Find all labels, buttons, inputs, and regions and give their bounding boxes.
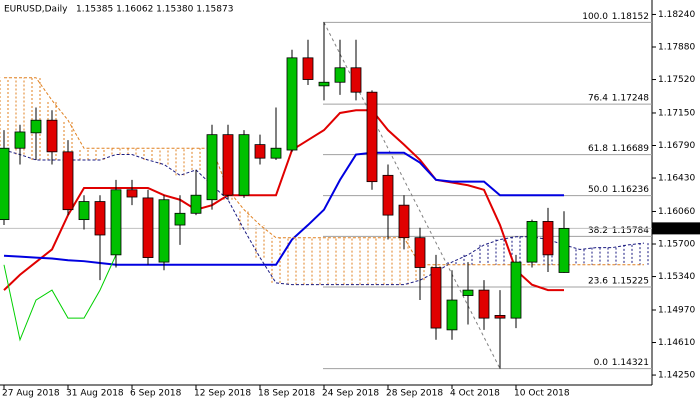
fib-price: 1.14321 bbox=[612, 358, 649, 368]
candle-body bbox=[558, 227, 570, 273]
fib-level: 38.2 bbox=[588, 226, 608, 236]
candle-body bbox=[158, 199, 170, 263]
candle-body bbox=[462, 289, 474, 296]
candle-body bbox=[366, 91, 378, 183]
x-tick-label: 4 Oct 2018 bbox=[450, 389, 500, 399]
current-price: 1.15873 bbox=[658, 224, 695, 234]
fib-price: 1.17248 bbox=[612, 94, 649, 104]
fib-level: 50.0 bbox=[588, 185, 608, 195]
fib-level: 61.8 bbox=[588, 144, 608, 154]
candle-body bbox=[270, 147, 282, 159]
candle-body bbox=[430, 267, 442, 329]
x-tick-label: 12 Sep 2018 bbox=[194, 389, 251, 399]
candle-body bbox=[302, 57, 314, 80]
x-tick-label: 10 Oct 2018 bbox=[514, 389, 570, 399]
candle-body bbox=[494, 315, 506, 319]
fib-price: 1.15225 bbox=[612, 276, 649, 286]
fib-price: 1.15784 bbox=[612, 226, 649, 236]
candle-body bbox=[254, 144, 266, 159]
y-tick-label: 1.15700 bbox=[658, 240, 695, 250]
candle-body bbox=[350, 67, 362, 93]
indicator-line bbox=[4, 77, 644, 266]
candle-body bbox=[414, 237, 426, 268]
x-tick-label: 24 Sep 2018 bbox=[322, 389, 379, 399]
candle-body bbox=[94, 201, 106, 236]
candle-body bbox=[510, 261, 522, 319]
candle-body bbox=[62, 151, 74, 211]
indicator-line bbox=[3, 254, 117, 342]
y-tick-label: 1.15340 bbox=[658, 272, 695, 282]
fib-level: 0.0 bbox=[594, 358, 609, 368]
price-box bbox=[652, 222, 700, 235]
y-tick-label: 1.17150 bbox=[658, 108, 695, 118]
candle-body bbox=[318, 81, 330, 87]
candle-body bbox=[78, 201, 90, 221]
candle-body bbox=[334, 67, 346, 83]
candle-body bbox=[398, 204, 410, 239]
x-tick-label: 28 Sep 2018 bbox=[386, 389, 443, 399]
candle-body bbox=[542, 221, 554, 256]
quote: 1.15385 1.16062 1.15380 1.15873 bbox=[76, 5, 233, 15]
y-tick-label: 1.16430 bbox=[658, 174, 695, 184]
fib-price: 1.16689 bbox=[612, 144, 649, 154]
y-tick-label: 1.17520 bbox=[658, 75, 695, 85]
x-tick-label: 31 Aug 2018 bbox=[66, 389, 124, 399]
candle-body bbox=[286, 57, 298, 151]
candle-body bbox=[222, 134, 234, 196]
indicator-line bbox=[3, 109, 564, 292]
y-tick-label: 1.14250 bbox=[658, 371, 695, 381]
candle-body bbox=[126, 189, 138, 198]
candle-body bbox=[14, 131, 26, 149]
y-tick-label: 1.14970 bbox=[658, 305, 695, 315]
candle-body bbox=[142, 197, 154, 258]
candle-body bbox=[110, 189, 122, 256]
y-tick-label: 1.17880 bbox=[658, 42, 695, 52]
candle-body bbox=[526, 221, 538, 263]
candle-body bbox=[478, 289, 490, 319]
x-tick-label: 18 Sep 2018 bbox=[258, 389, 315, 399]
x-tick-label: 27 Aug 2018 bbox=[2, 389, 60, 399]
candle-body bbox=[446, 299, 458, 331]
y-tick-label: 1.14610 bbox=[658, 338, 695, 348]
candle-body bbox=[238, 134, 250, 196]
y-tick-label: 1.16060 bbox=[658, 207, 695, 217]
candle-body bbox=[30, 119, 42, 134]
x-tick-label: 6 Sep 2018 bbox=[130, 389, 182, 399]
candle-body bbox=[46, 119, 58, 153]
symbol: EURUSD,Daily bbox=[4, 5, 68, 15]
candle-body bbox=[382, 174, 394, 216]
fib-level: 76.4 bbox=[588, 94, 608, 104]
candle-body bbox=[0, 147, 10, 221]
fib-level: 23.6 bbox=[588, 276, 608, 286]
fib-level: 100.0 bbox=[582, 12, 608, 22]
y-tick-label: 1.16790 bbox=[658, 141, 695, 151]
candle-body bbox=[190, 194, 202, 214]
candle-body bbox=[174, 212, 186, 226]
fib-trend bbox=[323, 22, 501, 369]
indicator-line bbox=[3, 151, 564, 266]
fib-price: 1.16236 bbox=[612, 185, 649, 195]
y-tick-label: 1.18240 bbox=[658, 10, 695, 20]
candle-body bbox=[206, 134, 218, 201]
fib-price: 1.18152 bbox=[612, 12, 649, 22]
